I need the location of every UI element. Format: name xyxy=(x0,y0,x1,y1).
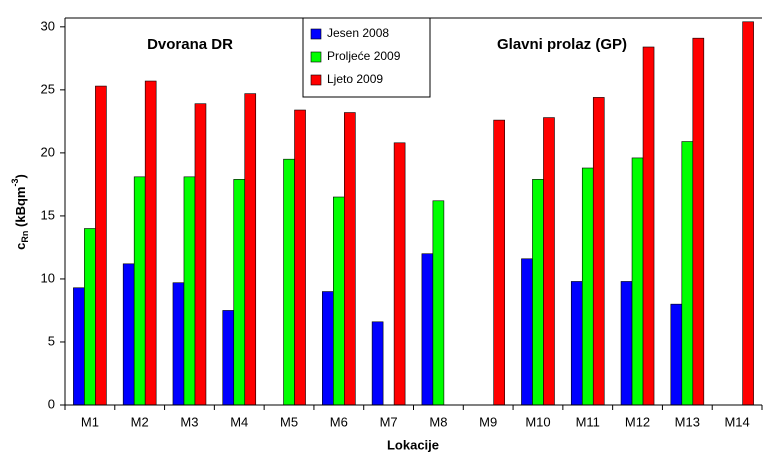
x-tick-label: M7 xyxy=(380,414,398,429)
bar xyxy=(631,157,644,406)
bar xyxy=(233,179,246,406)
bar xyxy=(393,142,406,406)
bar xyxy=(194,103,207,406)
bar xyxy=(95,85,107,406)
bar xyxy=(592,97,605,406)
bar xyxy=(620,281,633,406)
bar xyxy=(144,80,157,406)
bar xyxy=(244,93,257,406)
x-tick-label: M9 xyxy=(479,414,497,429)
bar xyxy=(642,46,655,406)
bar xyxy=(371,321,384,406)
x-tick-label: M3 xyxy=(180,414,198,429)
x-tick-label: M4 xyxy=(230,414,248,429)
y-label-part: ) xyxy=(13,174,28,178)
bar xyxy=(432,200,445,406)
x-tick-label: M12 xyxy=(625,414,650,429)
bar xyxy=(294,109,306,406)
x-tick-label: M8 xyxy=(429,414,447,429)
legend-swatch xyxy=(310,74,322,86)
y-tick-label: 30 xyxy=(41,18,55,33)
x-tick-label: M1 xyxy=(81,414,99,429)
bar xyxy=(521,258,533,406)
bar xyxy=(493,119,505,406)
annotation: Dvorana DR xyxy=(147,36,233,53)
annotation: Glavni prolaz (GP) xyxy=(497,36,627,53)
y-label-sub: Rn xyxy=(20,231,30,243)
x-tick-label: M14 xyxy=(724,414,749,429)
bar xyxy=(692,37,705,406)
x-tick-label: M10 xyxy=(525,414,550,429)
bar xyxy=(133,176,146,406)
legend-box xyxy=(302,17,431,98)
y-tick-label: 15 xyxy=(41,207,55,222)
x-tick-label: M13 xyxy=(675,414,700,429)
legend-label: Ljeto 2009 xyxy=(327,72,383,86)
bar xyxy=(570,281,583,406)
y-tick-label: 20 xyxy=(41,144,55,159)
bar xyxy=(84,228,96,406)
x-tick-label: M5 xyxy=(280,414,298,429)
bar xyxy=(172,282,185,406)
bar xyxy=(742,21,754,406)
legend-swatch xyxy=(310,51,322,63)
bar xyxy=(581,167,594,406)
bar xyxy=(344,112,356,406)
bar xyxy=(543,117,555,406)
bar xyxy=(681,141,694,406)
y-tick-label: 5 xyxy=(48,333,55,348)
bar xyxy=(322,291,334,406)
legend-label: Proljeće 2009 xyxy=(327,49,401,63)
bar xyxy=(532,179,544,406)
bar xyxy=(122,263,135,406)
bar xyxy=(421,253,434,406)
bar xyxy=(183,176,196,406)
x-tick-label: M11 xyxy=(576,414,600,429)
y-tick-label: 0 xyxy=(48,396,55,411)
y-tick-label: 25 xyxy=(41,81,55,96)
x-axis-label: Lokacije xyxy=(387,437,439,452)
y-label-sup: -3 xyxy=(10,179,20,187)
bar xyxy=(222,310,235,406)
bar xyxy=(670,303,683,406)
bar xyxy=(73,287,85,406)
x-tick-label: M6 xyxy=(330,414,348,429)
y-label-part: (kBqm xyxy=(13,187,28,231)
bar xyxy=(283,158,295,406)
y-axis-label: cRn (kBqm-3) xyxy=(10,174,30,250)
y-label-part: c xyxy=(13,243,28,250)
x-tick-label: M2 xyxy=(131,414,149,429)
y-tick-label: 10 xyxy=(41,270,55,285)
bar xyxy=(333,196,345,406)
legend-swatch xyxy=(310,28,322,40)
legend-label: Jesen 2008 xyxy=(327,26,389,40)
